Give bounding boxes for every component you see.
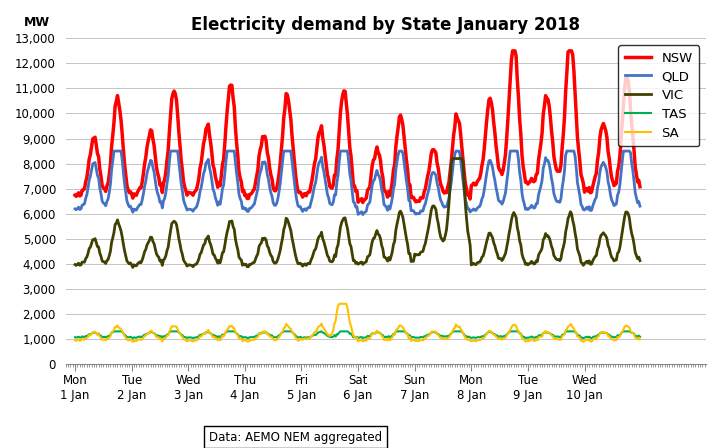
QLD — [358, 212, 367, 217]
TAS — [488, 330, 497, 336]
NSW — [71, 193, 79, 198]
SA — [335, 301, 343, 306]
SA — [310, 330, 319, 335]
QLD — [310, 183, 319, 189]
TAS — [636, 334, 645, 340]
QLD — [416, 208, 425, 214]
VIC — [310, 248, 319, 253]
TAS — [416, 334, 425, 340]
NSW — [487, 100, 495, 106]
VIC — [388, 249, 397, 254]
NSW — [508, 48, 517, 54]
TAS — [111, 329, 120, 334]
TAS — [249, 334, 257, 340]
SA — [488, 330, 497, 336]
VIC — [128, 265, 137, 270]
NSW — [358, 200, 367, 205]
VIC — [586, 262, 595, 267]
QLD — [636, 203, 645, 209]
QLD — [247, 204, 256, 210]
SA — [71, 337, 79, 343]
Legend: NSW, QLD, VIC, TAS, SA: NSW, QLD, VIC, TAS, SA — [618, 45, 699, 146]
Text: MW: MW — [24, 16, 50, 29]
SA — [389, 332, 398, 337]
SA — [416, 337, 425, 342]
NSW — [636, 184, 645, 190]
TAS — [389, 331, 398, 336]
QLD — [586, 208, 595, 213]
SA — [636, 337, 645, 342]
Line: TAS: TAS — [75, 332, 640, 338]
NSW — [586, 190, 595, 195]
Text: Data: AEMO NEM aggregated: Data: AEMO NEM aggregated — [209, 431, 382, 444]
QLD — [110, 148, 118, 154]
TAS — [311, 332, 320, 338]
Line: VIC: VIC — [75, 159, 640, 267]
VIC — [448, 156, 457, 161]
SA — [586, 339, 595, 344]
QLD — [488, 164, 497, 170]
Line: QLD: QLD — [75, 151, 640, 215]
TAS — [128, 336, 137, 341]
VIC — [247, 261, 256, 267]
SA — [247, 337, 256, 343]
NSW — [247, 191, 255, 197]
VIC — [488, 235, 497, 240]
NSW — [415, 198, 424, 204]
Title: Electricity demand by State January 2018: Electricity demand by State January 2018 — [191, 16, 580, 34]
VIC — [415, 252, 424, 257]
QLD — [389, 186, 398, 192]
NSW — [388, 179, 397, 185]
QLD — [71, 206, 79, 211]
SA — [128, 339, 137, 345]
Line: SA: SA — [75, 304, 640, 342]
VIC — [636, 258, 645, 263]
VIC — [71, 262, 79, 267]
Line: NSW: NSW — [75, 51, 640, 202]
TAS — [586, 336, 595, 341]
TAS — [71, 335, 79, 340]
NSW — [309, 169, 317, 175]
